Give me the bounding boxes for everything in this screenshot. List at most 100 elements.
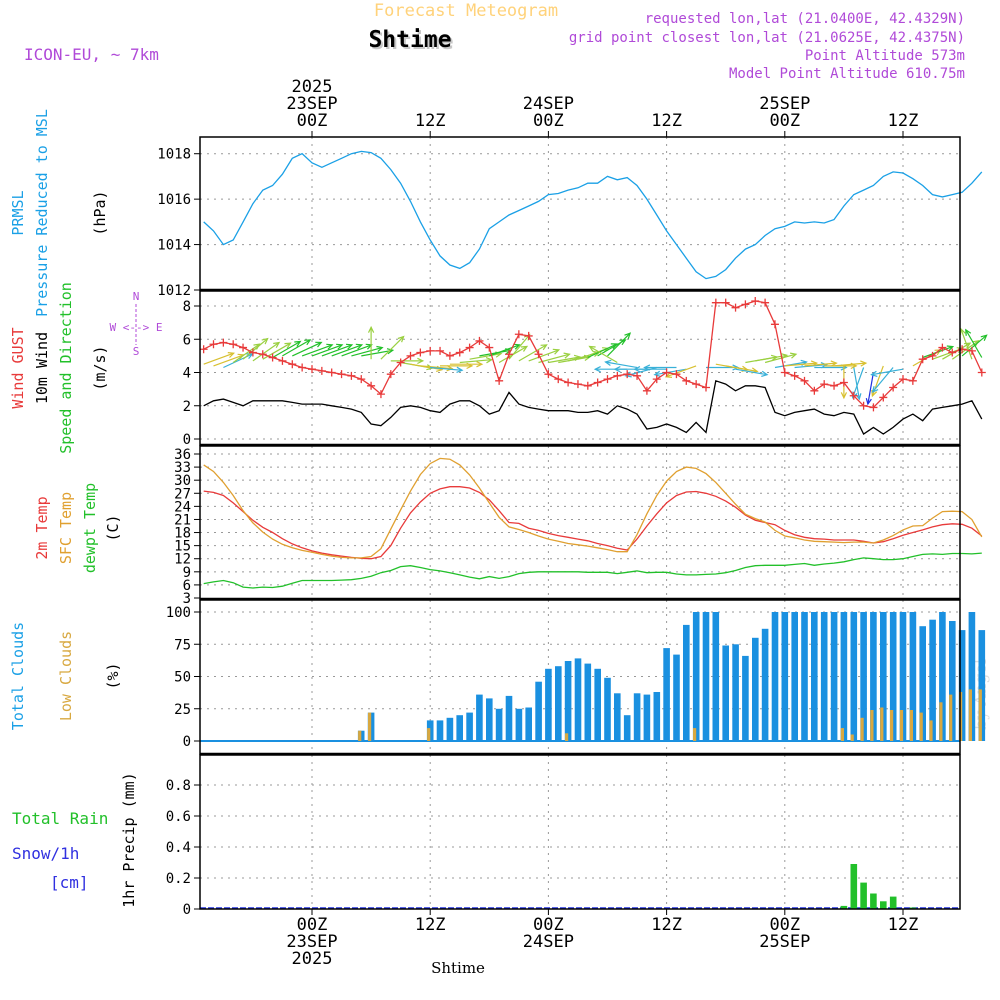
total-cloud-bar — [673, 654, 680, 741]
wind-label: 10m Wind — [33, 332, 51, 404]
wind-arrow-shaft — [479, 349, 512, 357]
total-cloud-bar — [535, 681, 542, 741]
rain-bar — [870, 893, 877, 909]
wind-arrow-head — [397, 335, 405, 343]
time-label-bottom: 24SEP — [523, 932, 574, 952]
wind-arrow-shaft — [380, 336, 405, 360]
wind-arrow-head — [326, 343, 334, 350]
total-cloud-bar — [555, 666, 562, 741]
wind-arrow-shaft — [589, 345, 618, 364]
gust-marker — [573, 380, 582, 389]
gust-marker — [908, 376, 917, 385]
axes: 1012101410161018024683691215182124273033… — [157, 131, 961, 918]
y-tick-label: 1016 — [157, 192, 191, 208]
wind-arrow-head — [315, 341, 323, 348]
low-cloud-bar — [890, 710, 894, 741]
gridlines — [200, 137, 960, 909]
total-cloud-bar — [633, 693, 641, 741]
wind-arrow-shaft — [262, 342, 291, 360]
rain-bar — [860, 882, 867, 909]
time-label-top: 24SEP — [523, 94, 574, 114]
gust-marker — [889, 383, 898, 392]
chart-title: Forecast Meteogram — [374, 1, 558, 21]
compass-south: S — [133, 345, 140, 358]
gust-marker — [810, 386, 819, 395]
clouds-unit: (%) — [104, 662, 122, 689]
gust-marker — [967, 346, 976, 355]
total-cloud-bar — [702, 612, 710, 741]
wind-arrow-head — [830, 360, 838, 367]
wind-unit: (m/s) — [91, 345, 109, 390]
wind-arrow-shaft — [960, 328, 973, 360]
total-cloud-bar — [545, 668, 552, 741]
wind-arrow-shaft — [331, 344, 363, 357]
y-tick-label: 24 — [174, 499, 191, 515]
gust-marker — [731, 303, 740, 312]
total-cloud-bar — [929, 619, 936, 741]
low-cloud-bar — [840, 728, 844, 741]
total-cloud-bar — [840, 612, 848, 741]
wind-arrow-shaft — [735, 368, 768, 376]
wind-arrow-head — [624, 332, 632, 340]
y-tick-label: 33 — [174, 460, 191, 476]
rain-bar — [840, 905, 848, 909]
total-cloud-bar — [525, 707, 532, 741]
wind-arrow-shaft — [852, 367, 865, 398]
low-cloud-bar — [870, 710, 874, 741]
wind-arrow-head — [485, 357, 493, 364]
dewpt-label: dewpt Temp — [81, 483, 99, 573]
gust-marker — [800, 376, 809, 385]
time-label-top: 23SEP — [286, 94, 337, 114]
dewpt-line — [203, 552, 982, 589]
wind-arrow-head — [386, 348, 395, 355]
gust-marker — [672, 370, 681, 379]
total-cloud-bar — [919, 626, 926, 741]
wind-arrow-head — [588, 345, 596, 352]
gust-marker — [603, 375, 612, 384]
total-cloud-bar — [939, 612, 946, 741]
wind-arrow-head — [593, 366, 601, 373]
wind-arrow-head — [610, 343, 619, 350]
gust-marker — [416, 348, 425, 357]
total-cloud-bar — [732, 644, 739, 742]
y-tick-label: 3 — [183, 591, 191, 607]
gust-marker — [899, 375, 907, 384]
gust-marker — [711, 298, 720, 307]
y-tick-label: 100 — [166, 605, 191, 621]
low-cloud-bar — [939, 702, 943, 741]
gust-marker — [879, 393, 888, 402]
total-clouds-label: Total Clouds — [9, 622, 27, 730]
gust-marker — [317, 366, 326, 375]
wind-arrow-shaft — [223, 353, 253, 369]
y-tick-label: 2 — [183, 399, 191, 415]
total-cloud-bar — [643, 694, 651, 741]
gust-marker — [268, 353, 277, 362]
wind-arrow-shaft — [784, 362, 817, 367]
total-cloud-bar — [653, 692, 661, 741]
snow-label: Snow/1h — [12, 844, 79, 863]
wind-arrow-shaft — [301, 344, 333, 357]
total-cloud-bar — [958, 630, 966, 741]
gust-marker — [534, 350, 543, 359]
wind-arrow-head — [624, 371, 632, 378]
low-cloud-bar — [919, 712, 923, 741]
total-cloud-bar — [614, 693, 621, 741]
gust-marker — [514, 330, 523, 339]
total-cloud-bar — [978, 630, 986, 741]
wind-arrow-head — [304, 339, 312, 346]
gust-marker — [948, 348, 957, 357]
time-label-top: 25SEP — [759, 94, 810, 114]
gust-marker — [977, 368, 986, 377]
wind-dir-label: Speed and Direction — [57, 282, 75, 454]
total-cloud-bar — [761, 628, 769, 741]
total-cloud-bar — [515, 708, 523, 742]
wind-arrow-shaft — [538, 353, 570, 364]
wind-arrow-head — [336, 343, 344, 350]
grid-point-coords: grid point closest lon,lat (21.0625E, 42… — [569, 30, 965, 46]
y-tick-label: 25 — [174, 702, 191, 718]
gust-marker — [288, 360, 297, 369]
wind-arrow-head — [520, 345, 529, 352]
wind-arrow-shaft — [232, 343, 260, 363]
total-cloud-bar — [466, 712, 473, 741]
